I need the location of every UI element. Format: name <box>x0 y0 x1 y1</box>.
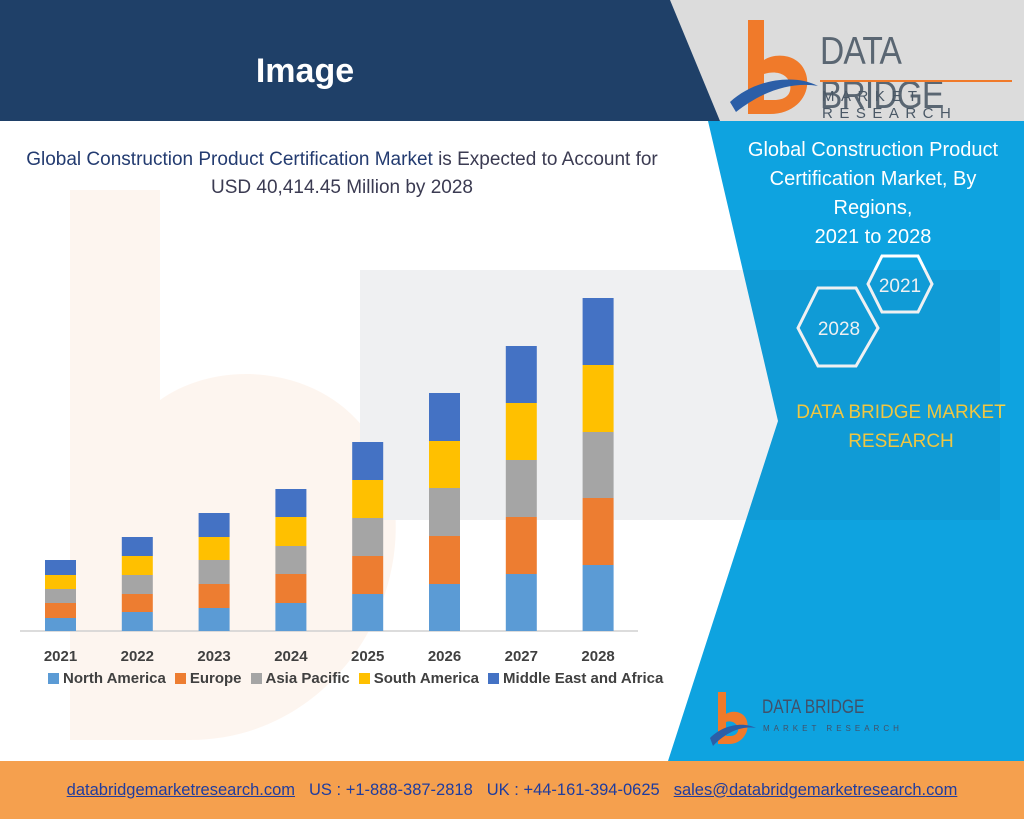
bar-segment <box>198 513 230 537</box>
bar-segment <box>505 403 537 460</box>
legend-label: Europe <box>189 670 242 687</box>
chart-title-highlight: Global Construction Product Certificatio… <box>26 149 433 170</box>
email-link[interactable]: sales@databridgemarketresearch.com <box>673 780 958 799</box>
us-phone: US : +1-888-387-2818 <box>309 780 473 799</box>
website-link[interactable]: databridgemarketresearch.com <box>66 780 296 799</box>
x-tick-group: 2021 2022 2023 2024 2025 2026 2027 2028 <box>44 648 615 665</box>
legend-item: Middle East and Africa <box>488 670 663 687</box>
legend-label: South America <box>373 670 480 687</box>
bar-segment <box>582 365 614 432</box>
x-tick-label: 2027 <box>505 648 538 665</box>
bar-segment <box>505 517 537 574</box>
x-tick-label: 2021 <box>44 648 77 665</box>
legend-swatch <box>358 673 370 684</box>
panel-title-line: Global Construction Product <box>747 139 999 161</box>
bar-segment <box>352 442 384 480</box>
small-logo-icon <box>710 692 756 746</box>
footer: databridgemarketresearch.com US : +1-888… <box>0 761 1024 819</box>
bar-segment <box>505 346 537 403</box>
bar-segment <box>352 594 384 631</box>
bar-segment <box>429 393 460 441</box>
bar-segment <box>121 612 153 631</box>
small-logo-tagline: MARKET RESEARCH <box>763 724 903 733</box>
legend-item: North America <box>48 670 166 687</box>
uk-phone: UK : +44-161-394-0625 <box>486 780 660 799</box>
x-tick-label: 2025 <box>351 648 384 665</box>
bar-segment <box>275 603 307 631</box>
bar-segment <box>198 584 230 608</box>
x-tick-label: 2026 <box>428 648 461 665</box>
hexagon-icon <box>796 286 880 368</box>
bar-segment <box>352 480 384 518</box>
header-dark-band <box>0 0 720 121</box>
x-tick-label: 2028 <box>581 648 614 665</box>
panel-title-line: 2021 to 2028 <box>814 226 932 248</box>
logo-tagline: MARKET RESEARCH <box>822 88 958 122</box>
bar-group <box>45 298 614 631</box>
legend-item: Europe <box>174 670 242 687</box>
hexagon-icon <box>866 254 934 314</box>
legend-item: South America <box>358 670 480 687</box>
year-hexagons: 2021 2028 <box>796 254 934 368</box>
chart-title-line2: USD 40,414.45 Million by 2028 <box>211 177 473 198</box>
bar-segment <box>429 536 460 584</box>
bar-segment <box>121 556 153 575</box>
panel-title-line: Certification Market, By Regions, <box>769 168 977 219</box>
bar-segment <box>429 488 460 536</box>
panel-title: Global Construction Product Certificatio… <box>728 136 1018 252</box>
bar-segment <box>121 537 153 556</box>
hex-label-top: 2021 <box>879 276 921 297</box>
bar-segment <box>45 575 76 589</box>
x-tick-label: 2022 <box>121 648 154 665</box>
header-title: Image <box>255 52 355 90</box>
legend-swatch <box>48 673 59 684</box>
small-logo-name: DATA BRIDGE <box>762 697 865 718</box>
legend-swatch <box>488 673 500 684</box>
bar-segment <box>429 441 460 488</box>
legend-label: Middle East and Africa <box>503 670 664 687</box>
bar-segment <box>198 608 230 631</box>
legend-item: Asia Pacific <box>250 670 350 687</box>
bar-segment <box>198 560 230 584</box>
bar-segment <box>45 618 76 631</box>
legend-swatch <box>174 673 186 684</box>
legend-label: North America <box>63 670 166 687</box>
bar-segment <box>582 565 614 631</box>
bar-segment <box>275 574 307 603</box>
bar-segment <box>505 460 537 517</box>
bar-segment <box>275 489 307 517</box>
chart-title: Global Construction Product Certificatio… <box>0 146 684 202</box>
bar-segment <box>352 518 384 556</box>
legend-swatch <box>250 673 262 684</box>
bar-segment <box>275 546 307 574</box>
logo-divider <box>820 80 1012 82</box>
bar-segment <box>429 584 460 631</box>
legend-label: Asia Pacific <box>265 670 350 687</box>
chart-legend: North America Europe Asia Pacific South Ame… <box>48 670 672 687</box>
bar-segment <box>198 537 230 560</box>
panel-brand-line: DATA BRIDGE MARKET <box>796 402 1006 423</box>
stacked-bar-chart: 2021 2022 2023 2024 2025 2026 2027 2028 <box>20 298 638 665</box>
chart-title-rest: is Expected to Account for <box>432 149 658 170</box>
x-tick-label: 2023 <box>197 648 230 665</box>
bar-segment <box>121 575 153 594</box>
bar-segment <box>45 589 76 603</box>
bar-segment <box>582 432 614 498</box>
bar-segment <box>121 594 153 612</box>
bar-segment <box>45 560 76 575</box>
bar-segment <box>582 498 614 565</box>
bar-segment <box>352 556 384 594</box>
x-tick-label: 2024 <box>274 648 308 665</box>
bar-segment <box>45 603 76 618</box>
bar-segment <box>582 298 614 365</box>
hex-label-bottom: 2028 <box>818 319 860 340</box>
bar-segment <box>505 574 537 631</box>
data-bridge-logo-icon <box>730 20 818 114</box>
panel-brand-line: RESEARCH <box>848 431 954 452</box>
bar-segment <box>275 517 307 546</box>
panel-brand: DATA BRIDGE MARKET RESEARCH <box>790 398 1012 456</box>
